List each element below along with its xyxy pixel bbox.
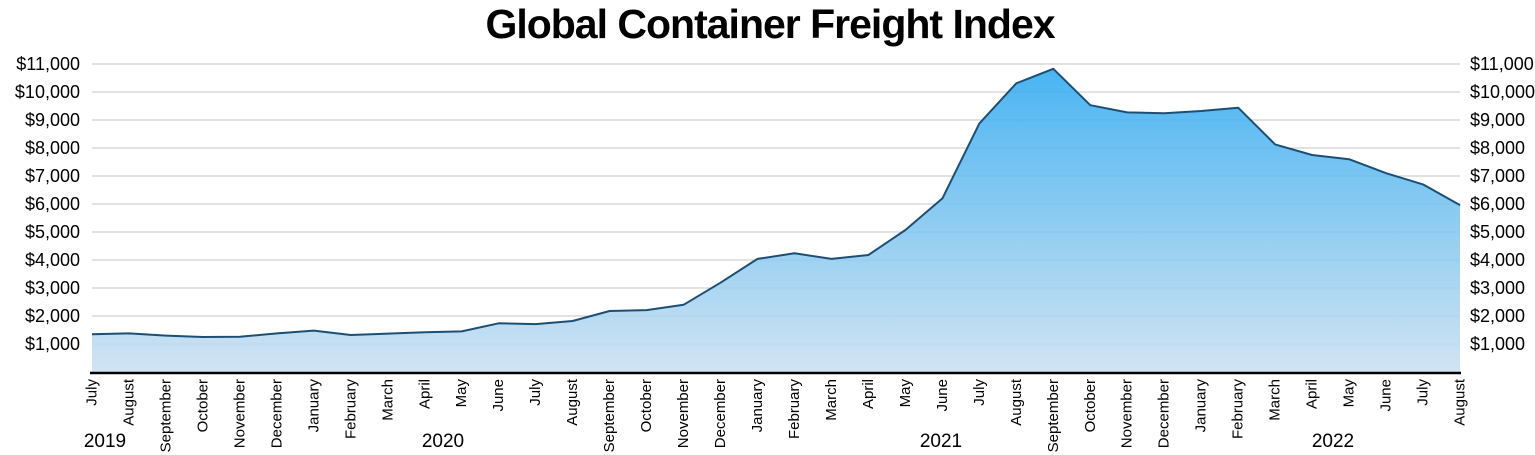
month-tick-label: November — [675, 379, 692, 448]
y-tick-label-left: $6,000 — [25, 194, 80, 214]
month-tick-label: June — [490, 379, 507, 412]
month-tick-label: April — [416, 379, 433, 409]
month-tick-label: May — [453, 379, 470, 408]
y-tick-label-right: $10,000 — [1470, 82, 1535, 102]
year-label: 2021 — [920, 431, 962, 452]
y-tick-label-right: $5,000 — [1470, 222, 1525, 242]
month-tick-label: July — [1415, 379, 1432, 406]
y-tick-label-left: $7,000 — [25, 166, 80, 186]
year-label: 2020 — [422, 431, 464, 452]
y-tick-label-right: $7,000 — [1470, 166, 1525, 186]
month-tick-label: October — [1082, 379, 1099, 432]
month-tick-label: June — [1378, 379, 1395, 412]
y-tick-label-left: $5,000 — [25, 222, 80, 242]
month-tick-label: March — [379, 379, 396, 421]
year-label: 2022 — [1312, 431, 1354, 452]
month-tick-label: August — [1452, 378, 1469, 426]
chart-title: Global Container Freight Index — [485, 1, 1055, 47]
month-tick-label: January — [305, 379, 322, 433]
month-tick-label: July — [971, 379, 988, 406]
month-tick-label: May — [897, 379, 914, 408]
month-tick-label: March — [823, 379, 840, 421]
area-fill — [92, 68, 1460, 373]
month-tick-label: December — [1156, 379, 1173, 448]
month-tick-label: October — [194, 379, 211, 432]
y-axis-labels-right: $1,000 $2,000 $3,000 $4,000 $5,000 $6,000 $7,0… — [1470, 54, 1535, 354]
month-tick-label: November — [1119, 379, 1136, 448]
month-tick-labels: July August September October November Decemb… — [84, 378, 1469, 452]
y-tick-label-right: $9,000 — [1470, 110, 1525, 130]
y-tick-label-left: $9,000 — [25, 110, 80, 130]
month-tick-label: August — [1008, 378, 1025, 426]
month-tick-label: February — [1230, 379, 1247, 440]
y-tick-label-right: $1,000 — [1470, 334, 1525, 354]
month-tick-label: April — [1304, 379, 1321, 409]
month-tick-label: July — [84, 379, 101, 406]
year-labels: 2019 2020 2021 2022 — [84, 431, 1354, 452]
month-tick-label: January — [749, 379, 766, 433]
year-label: 2019 — [84, 431, 126, 452]
month-tick-label: February — [342, 379, 359, 440]
month-tick-label: February — [786, 379, 803, 440]
y-tick-label-left: $3,000 — [25, 278, 80, 298]
month-tick-label: June — [934, 379, 951, 412]
y-tick-label-left: $8,000 — [25, 138, 80, 158]
y-tick-label-right: $11,000 — [1470, 54, 1534, 74]
y-tick-label-left: $11,000 — [16, 54, 80, 74]
month-tick-label: August — [121, 378, 138, 426]
month-tick-label: September — [157, 379, 174, 452]
y-tick-label-left: $4,000 — [25, 250, 80, 270]
y-axis-labels-left: $1,000 $2,000 $3,000 $4,000 $5,000 $6,000 $7,0… — [15, 54, 80, 354]
y-tick-label-left: $10,000 — [15, 82, 80, 102]
month-tick-label: September — [1045, 379, 1062, 452]
y-tick-label-left: $2,000 — [25, 306, 80, 326]
month-tick-label: March — [1267, 379, 1284, 421]
month-tick-label: January — [1193, 379, 1210, 433]
month-tick-label: July — [527, 379, 544, 406]
y-tick-label-right: $4,000 — [1470, 250, 1525, 270]
y-tick-label-right: $2,000 — [1470, 306, 1525, 326]
month-tick-label: December — [712, 379, 729, 448]
y-tick-label-left: $1,000 — [25, 334, 80, 354]
month-tick-label: September — [601, 379, 618, 452]
month-tick-label: December — [268, 379, 285, 448]
month-tick-label: August — [564, 378, 581, 426]
month-tick-label: November — [231, 379, 248, 448]
y-tick-label-right: $3,000 — [1470, 278, 1525, 298]
month-tick-label: May — [1341, 379, 1358, 408]
month-tick-label: April — [860, 379, 877, 409]
gridlines — [92, 63, 1460, 345]
month-tick-label: October — [638, 379, 655, 432]
trend-line — [91, 67, 1461, 338]
y-tick-label-right: $6,000 — [1470, 194, 1525, 214]
y-tick-label-right: $8,000 — [1470, 138, 1525, 158]
